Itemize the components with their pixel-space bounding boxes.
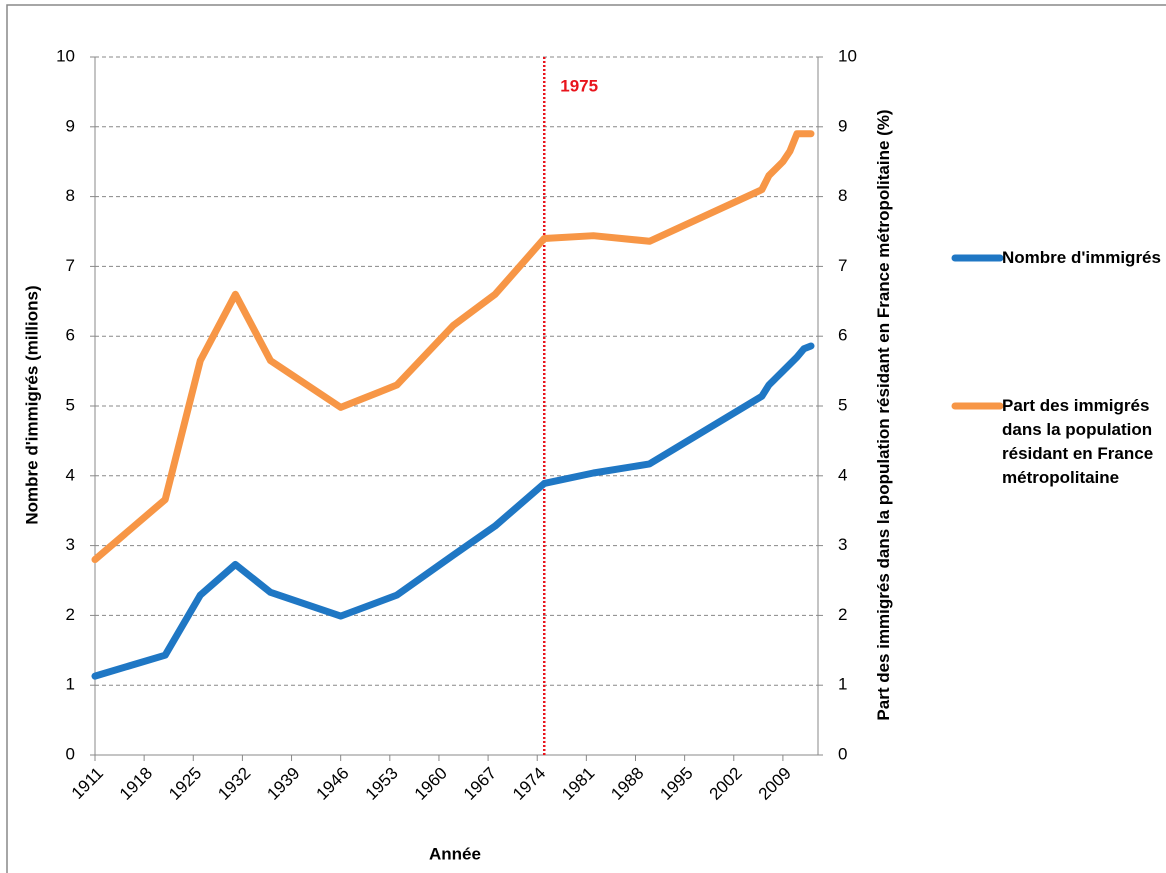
x-tick-label: 1981 xyxy=(558,764,598,804)
y-axis-title: Nombre d'immigrés (millions) xyxy=(22,285,41,524)
y2-tick-label: 8 xyxy=(838,186,847,205)
y2-tick-label: 2 xyxy=(838,605,847,624)
x-tick-label: 1932 xyxy=(214,764,254,804)
y-tick-label: 4 xyxy=(66,465,75,484)
y2-tick-label: 7 xyxy=(838,256,847,275)
y-tick-label: 0 xyxy=(66,744,75,763)
y-tick-label: 5 xyxy=(66,395,75,414)
y-tick-label: 7 xyxy=(66,256,75,275)
annotation-text: 1975 xyxy=(560,76,598,95)
x-tick-label: 2002 xyxy=(706,764,746,804)
x-tick-label: 1946 xyxy=(312,764,352,804)
x-tick-label: 1953 xyxy=(362,764,402,804)
x-axis-title: Année xyxy=(429,844,481,863)
y-tick-label: 1 xyxy=(66,675,75,694)
series-line xyxy=(91,342,815,680)
y2-tick-label: 9 xyxy=(838,116,847,135)
x-tick-label: 2009 xyxy=(755,764,795,804)
series-line xyxy=(91,130,815,564)
frame xyxy=(6,4,1166,873)
y2-tick-label: 5 xyxy=(838,395,847,414)
x-tick-label: 1960 xyxy=(411,764,451,804)
legend-label: Part des immigrés dans la population rés… xyxy=(1002,396,1154,487)
y2-axis-title: Part des immigrés dans la population rés… xyxy=(874,109,893,721)
y-tick-label: 8 xyxy=(66,186,75,205)
y2-tick-label: 10 xyxy=(838,46,857,65)
y2-tick-label: 4 xyxy=(838,465,847,484)
x-tick-label: 1974 xyxy=(509,764,549,804)
x-tick-label: 1925 xyxy=(165,764,205,804)
legend-label: Nombre d'immigrés xyxy=(1002,248,1161,267)
y2-tick-label: 3 xyxy=(838,535,847,554)
y-tick-label: 3 xyxy=(66,535,75,554)
x-tick-label: 1995 xyxy=(656,764,696,804)
x-tick-label: 1988 xyxy=(607,764,647,804)
x-tick-label: 1939 xyxy=(263,764,303,804)
y2-tick-label: 0 xyxy=(838,744,847,763)
x-tick-label: 1918 xyxy=(116,764,156,804)
y2-tick-label: 1 xyxy=(838,675,847,694)
y2-tick-label: 6 xyxy=(838,326,847,345)
y-tick-label: 2 xyxy=(66,605,75,624)
y-tick-label: 10 xyxy=(56,46,75,65)
y-tick-label: 6 xyxy=(66,326,75,345)
x-tick-label: 1911 xyxy=(68,764,107,803)
x-tick-label: 1967 xyxy=(460,764,500,804)
y-tick-label: 9 xyxy=(66,116,75,135)
